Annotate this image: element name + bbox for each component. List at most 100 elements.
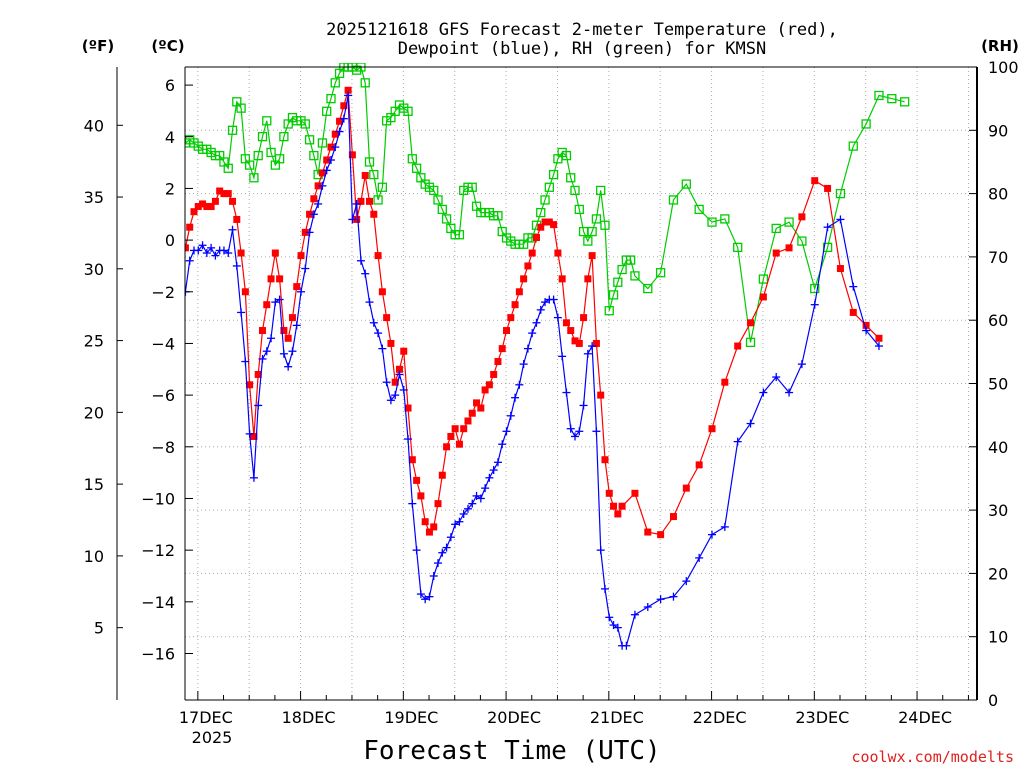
temperature-marker (284, 334, 292, 342)
temperature-marker (584, 275, 592, 283)
dewpoint-marker (284, 362, 293, 371)
dewpoint-marker (279, 349, 288, 358)
rh-marker (322, 106, 332, 116)
rh-marker (608, 290, 619, 300)
dewpoint-marker (288, 347, 297, 356)
dewpoint-marker (399, 385, 408, 394)
celsius-tick-label: −12 (141, 541, 175, 560)
rh-marker (771, 223, 781, 234)
dewpoint-marker (836, 215, 845, 224)
temperature-marker (455, 440, 463, 448)
rh-marker (600, 220, 610, 230)
temperature-marker (447, 432, 455, 440)
dewpoint-marker (211, 251, 220, 260)
fahrenheit-tick-label: 20 (84, 403, 104, 422)
rh-marker (544, 182, 554, 192)
rh-marker (733, 242, 743, 253)
temperature-marker (336, 117, 344, 125)
dewpoint-marker (339, 114, 348, 123)
rh-marker (668, 195, 679, 205)
dewpoint-marker (708, 530, 717, 539)
temperature-marker (610, 502, 618, 510)
dewpoint-marker (369, 318, 378, 327)
dewpoint-marker (558, 352, 567, 361)
rh-marker (848, 141, 858, 151)
rh-marker (309, 150, 319, 161)
rh-marker (596, 185, 606, 196)
rh-marker (437, 204, 447, 215)
temperature-marker (357, 197, 365, 205)
dewpoint-marker (451, 520, 460, 529)
dewpoint-marker (421, 595, 430, 604)
temperature-marker (348, 151, 356, 159)
rh-marker (304, 135, 315, 145)
temperature-marker (631, 489, 639, 497)
dewpoint-marker (194, 246, 203, 255)
dewpoint-marker (207, 243, 216, 252)
temperature-marker (434, 500, 442, 508)
temperature-marker (481, 386, 489, 394)
temperature-marker (464, 417, 472, 425)
dewpoint-marker (588, 342, 597, 351)
dewpoint-marker (446, 533, 455, 542)
temperature-marker (511, 301, 519, 309)
dewpoint-marker (600, 584, 609, 593)
fahrenheit-tick-label: 40 (84, 116, 104, 135)
dewpoint-marker (344, 91, 353, 100)
rh-marker (236, 103, 246, 113)
dewpoint-marker (198, 241, 207, 250)
temperature-marker (229, 197, 237, 205)
celsius-tick-label: −14 (141, 593, 175, 612)
dewpoint-marker (352, 199, 361, 208)
x-tick-label: 19DEC (384, 708, 438, 727)
dewpoint-marker (356, 256, 365, 265)
dewpoint-marker (416, 590, 425, 599)
dewpoint-marker (391, 391, 400, 400)
unit-label-celsius: (ºC) (151, 37, 184, 55)
temperature-marker (473, 399, 481, 407)
rh-marker (223, 163, 233, 173)
temperature-marker (468, 409, 476, 417)
dewpoint-marker (438, 548, 447, 557)
temperature-marker (383, 314, 391, 322)
temperature-marker (323, 156, 331, 164)
temperature-marker (759, 293, 767, 301)
rh-marker (835, 188, 846, 199)
dewpoint-marker (476, 494, 485, 503)
dewpoint-marker (404, 435, 413, 444)
dewpoint-marker (669, 592, 678, 601)
dewpoint-marker (682, 577, 691, 586)
dewpoint-marker (541, 298, 550, 307)
dewpoint-marker (523, 344, 532, 353)
rh-marker (441, 214, 452, 224)
temperature-marker (524, 262, 532, 270)
celsius-tick-label: 0 (165, 231, 175, 250)
temperature-marker (185, 244, 189, 252)
dewpoint-marker (429, 571, 438, 580)
rh-tick-label: 10 (988, 628, 1008, 647)
temperature-marker (721, 378, 729, 386)
temperature-marker (408, 456, 416, 464)
temperature-marker (327, 143, 335, 151)
temperature-marker (588, 252, 596, 260)
dewpoint-marker (605, 613, 614, 622)
dewpoint-marker (348, 215, 357, 224)
axes-layer (116, 66, 978, 701)
dewpoint-marker (596, 546, 605, 555)
temperature-marker (258, 327, 266, 335)
temperature-marker (391, 378, 399, 386)
dewpoint-marker (571, 432, 580, 441)
temperature-marker (370, 210, 378, 218)
rh-marker (617, 264, 627, 275)
dewpoint-marker (643, 602, 652, 611)
temperature-marker (241, 288, 249, 296)
rh-marker (694, 204, 704, 215)
rh-marker (810, 283, 820, 294)
celsius-tick-label: 6 (165, 76, 175, 95)
x-tick-label: 17DEC (179, 708, 233, 727)
celsius-tick-label: −2 (151, 283, 175, 302)
temperature-marker (597, 391, 605, 399)
rh-marker (707, 217, 717, 227)
temperature-marker (443, 443, 451, 451)
temperature-marker (344, 86, 352, 94)
